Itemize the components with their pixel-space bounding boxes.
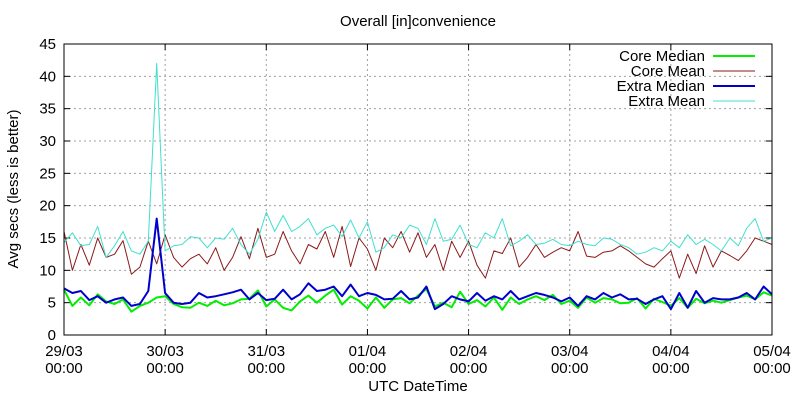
y-tick-label: 15: [39, 230, 56, 247]
x-axis-ticks: 29/0300:0030/0300:0031/0300:0001/0400:00…: [45, 44, 791, 377]
x-tick-label-date: 31/03: [248, 343, 286, 360]
y-tick-label: 35: [39, 101, 56, 118]
y-tick-label: 0: [48, 327, 56, 344]
x-tick-label-time: 00:00: [450, 360, 488, 377]
series-line-extra-mean: [63, 62, 773, 258]
y-tick-label: 20: [39, 198, 56, 215]
x-tick-label-time: 00:00: [45, 360, 83, 377]
x-tick-label-time: 00:00: [652, 360, 690, 377]
y-tick-label: 10: [39, 262, 56, 279]
plot-frame: [63, 43, 773, 336]
x-tick-label-time: 00:00: [349, 360, 387, 377]
x-tick-label-date: 01/04: [349, 343, 387, 360]
x-tick-label-time: 00:00: [146, 360, 184, 377]
x-tick-label-time: 00:00: [551, 360, 589, 377]
x-axis-label: UTC DateTime: [368, 378, 467, 395]
x-tick-label-date: 04/04: [652, 343, 690, 360]
y-axis-label: Avg secs (less is better): [5, 110, 22, 269]
legend-label-core-mean: Core Mean: [631, 63, 705, 80]
y-axis-ticks: 0 5 10 15 20 25 30 35 40 45: [39, 36, 772, 344]
x-tick-label-date: 30/03: [146, 343, 184, 360]
legend-label-extra-median: Extra Median: [617, 78, 705, 95]
x-tick-label-date: 02/04: [450, 343, 488, 360]
legend-label-extra-mean: Extra Mean: [628, 93, 705, 110]
chart-title: Overall [in]convenience: [340, 13, 496, 30]
y-tick-label: 25: [39, 165, 56, 182]
series-line-extra-median: [63, 217, 773, 311]
x-tick-label-date: 29/03: [45, 343, 83, 360]
series-line-core-mean: [63, 225, 773, 279]
y-tick-label: 45: [39, 36, 56, 53]
y-tick-label: 30: [39, 133, 56, 150]
series-lines: [63, 62, 773, 313]
legend-label-core-median: Core Median: [619, 48, 705, 65]
grid: [64, 44, 772, 335]
x-tick-label-date: 05/04: [753, 343, 791, 360]
y-tick-label: 5: [48, 295, 56, 312]
x-tick-label-time: 00:00: [248, 360, 286, 377]
x-tick-label-date: 03/04: [551, 343, 589, 360]
y-tick-label: 40: [39, 68, 56, 85]
x-tick-label-time: 00:00: [753, 360, 791, 377]
